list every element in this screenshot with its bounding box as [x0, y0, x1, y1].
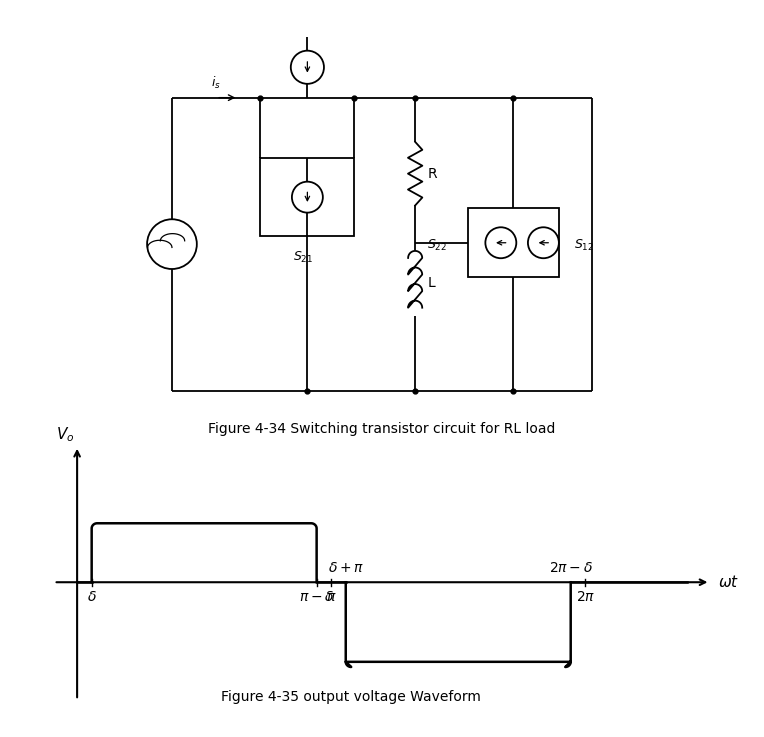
Text: $\delta$: $\delta$	[87, 590, 96, 604]
Text: Figure 4-35 output voltage Waveform: Figure 4-35 output voltage Waveform	[221, 690, 481, 704]
Text: L: L	[427, 276, 435, 290]
Text: Figure 4-34 Switching transistor circuit for RL load: Figure 4-34 Switching transistor circuit…	[209, 422, 555, 436]
Text: $i_s$: $i_s$	[211, 74, 221, 91]
Text: $\omega t$: $\omega t$	[718, 574, 740, 590]
Text: $V_o$: $V_o$	[57, 425, 75, 444]
Text: R: R	[427, 167, 437, 181]
Text: $S_{22}$: $S_{22}$	[427, 238, 448, 253]
Text: $2\pi$: $2\pi$	[575, 590, 595, 604]
Bar	[468, 209, 559, 277]
Text: $2\pi-\delta$: $2\pi-\delta$	[549, 561, 593, 575]
Text: $\delta+\pi$: $\delta+\pi$	[328, 561, 364, 575]
Text: $\pi-\delta$: $\pi-\delta$	[299, 590, 334, 604]
Text: $\pi$: $\pi$	[326, 590, 336, 604]
Text: $S_{12}$: $S_{12}$	[574, 238, 594, 253]
Text: $S_{21}$: $S_{21}$	[293, 250, 313, 265]
Bar	[261, 158, 354, 236]
